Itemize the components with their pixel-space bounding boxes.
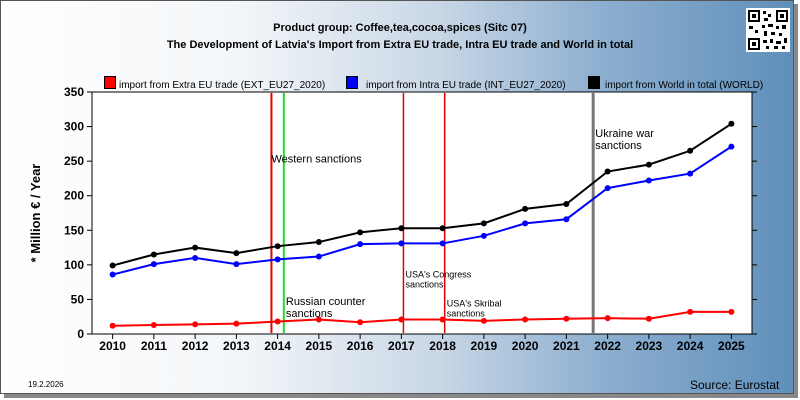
data-point — [439, 240, 446, 247]
data-point — [150, 251, 157, 258]
data-point — [604, 185, 611, 192]
x-tick-label: 2015 — [306, 339, 333, 353]
event-label: USA's Skribal sanctions — [447, 298, 502, 318]
series-line-0 — [112, 310, 732, 327]
event-label: Russian counter sanctions — [286, 296, 366, 320]
x-tick-label: 2018 — [429, 339, 456, 353]
x-tick-label: 2014 — [264, 339, 291, 353]
data-point — [439, 225, 446, 232]
plot-area — [91, 91, 753, 335]
chart-title-line1: Product group: Coffee,tea,cocoa,spices (… — [273, 22, 527, 34]
data-point — [357, 241, 364, 248]
y-tick-label: 300 — [64, 120, 84, 134]
legend-swatch-world — [588, 76, 600, 89]
data-point — [315, 253, 322, 260]
data-point — [398, 240, 405, 247]
qr-code-icon — [746, 8, 790, 52]
series-line-2 — [112, 122, 732, 267]
data-point — [357, 319, 364, 326]
data-point — [357, 229, 364, 236]
data-point — [645, 177, 652, 184]
data-point — [563, 315, 570, 322]
data-point — [274, 318, 281, 325]
data-point — [687, 170, 694, 177]
data-point — [728, 143, 735, 150]
data-point — [522, 220, 529, 227]
x-tick-label: 2020 — [512, 339, 539, 353]
footer-date: 19.2.2026 — [28, 380, 64, 389]
data-point — [480, 317, 487, 324]
event-label: Ukraine war sanctions — [595, 128, 654, 152]
y-tick-label: 0 — [77, 327, 84, 341]
y-tick-label: 200 — [64, 189, 84, 203]
data-point — [150, 322, 157, 329]
event-label: USA's Congress sanctions — [406, 269, 472, 289]
data-point — [522, 316, 529, 323]
x-tick-label: 2019 — [471, 339, 498, 353]
data-point — [687, 308, 694, 315]
chart-title-line2: The Development of Latvia's Import from … — [166, 39, 634, 51]
legend-label-extra-eu: import from Extra EU trade (EXT_EU27_202… — [119, 80, 326, 91]
data-point — [604, 315, 611, 322]
y-tick-label: 250 — [64, 154, 84, 168]
series-line-1 — [112, 145, 732, 276]
x-tick-label: 2022 — [594, 339, 621, 353]
data-point — [398, 316, 405, 323]
data-point — [192, 254, 199, 261]
footer-source: Source: Eurostat — [690, 378, 780, 392]
y-tick-label: 100 — [64, 258, 84, 272]
legend-label-world: import from World in total (WORLD) — [605, 80, 764, 91]
y-tick-label: 50 — [71, 292, 85, 306]
data-point — [439, 316, 446, 323]
x-tick-label: 2024 — [677, 339, 704, 353]
data-point — [480, 232, 487, 239]
legend-swatch-intra-eu — [346, 76, 358, 89]
y-axis-label: * Million € / Year — [28, 164, 43, 263]
data-point — [563, 201, 570, 208]
data-point — [687, 147, 694, 154]
data-point — [233, 250, 240, 257]
data-point — [645, 315, 652, 322]
data-point — [315, 316, 322, 323]
y-tick-label: 350 — [64, 85, 84, 99]
x-tick-label: 2023 — [636, 339, 663, 353]
data-point — [480, 220, 487, 227]
x-tick-label: 2012 — [182, 339, 209, 353]
data-point — [109, 262, 116, 269]
legend-label-intra-eu: import from Intra EU trade (INT_EU27_202… — [366, 80, 566, 91]
data-point — [728, 120, 735, 127]
data-point — [192, 244, 199, 251]
event-label: Western sanctions — [271, 154, 362, 166]
data-point — [233, 320, 240, 327]
data-point — [315, 239, 322, 246]
data-point — [522, 205, 529, 212]
x-tick-label: 2021 — [553, 339, 580, 353]
data-point — [109, 322, 116, 329]
y-tick-label: 150 — [64, 223, 84, 237]
data-point — [728, 308, 735, 315]
data-point — [398, 225, 405, 232]
data-point — [109, 271, 116, 278]
legend-swatch-extra-eu — [104, 76, 116, 89]
data-point — [192, 321, 199, 328]
x-tick-label: 2017 — [388, 339, 415, 353]
data-point — [274, 256, 281, 263]
x-tick-label: 2013 — [223, 339, 250, 353]
data-point — [645, 161, 652, 168]
data-point — [274, 243, 281, 250]
x-tick-label: 2016 — [347, 339, 374, 353]
data-point — [604, 168, 611, 175]
x-tick-label: 2025 — [718, 339, 745, 353]
data-point — [563, 216, 570, 223]
x-tick-label: 2011 — [141, 339, 167, 353]
data-point — [150, 261, 157, 268]
data-point — [233, 261, 240, 268]
x-tick-label: 2010 — [99, 339, 126, 353]
